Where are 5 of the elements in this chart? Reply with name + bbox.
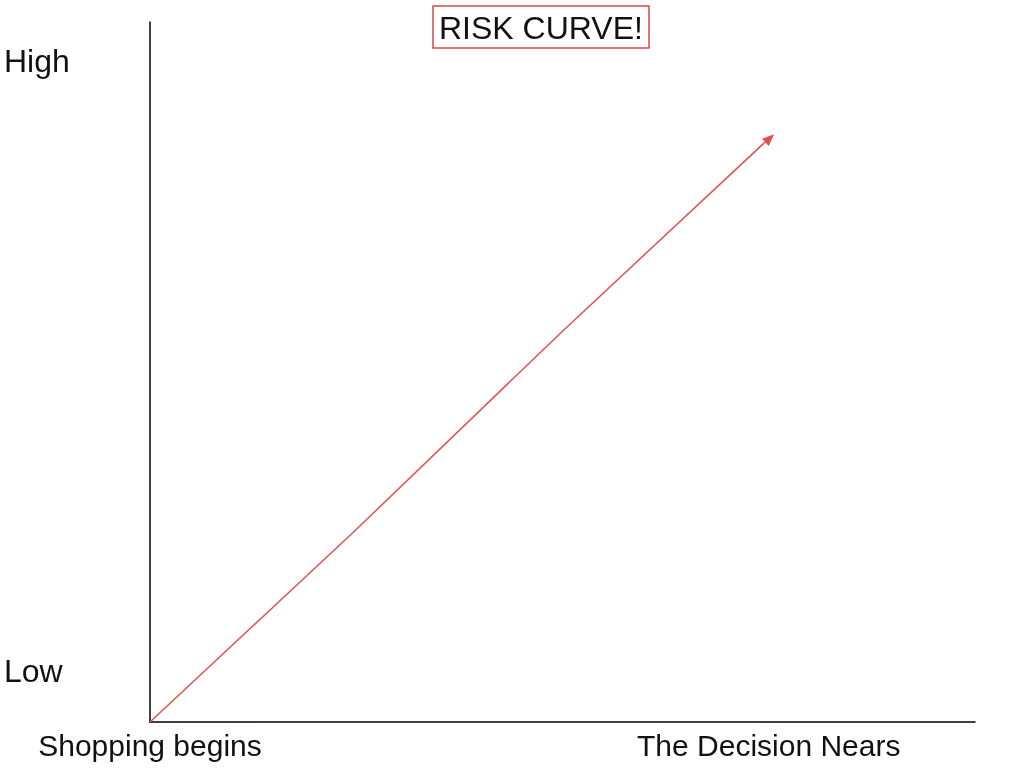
text: High xyxy=(4,43,70,79)
chart-title: RISK CURVE! xyxy=(439,10,643,46)
x-tick-label: The Decision Nears xyxy=(637,728,901,762)
text: Low xyxy=(4,653,64,689)
x-tick-label: Shopping begins xyxy=(38,728,262,762)
